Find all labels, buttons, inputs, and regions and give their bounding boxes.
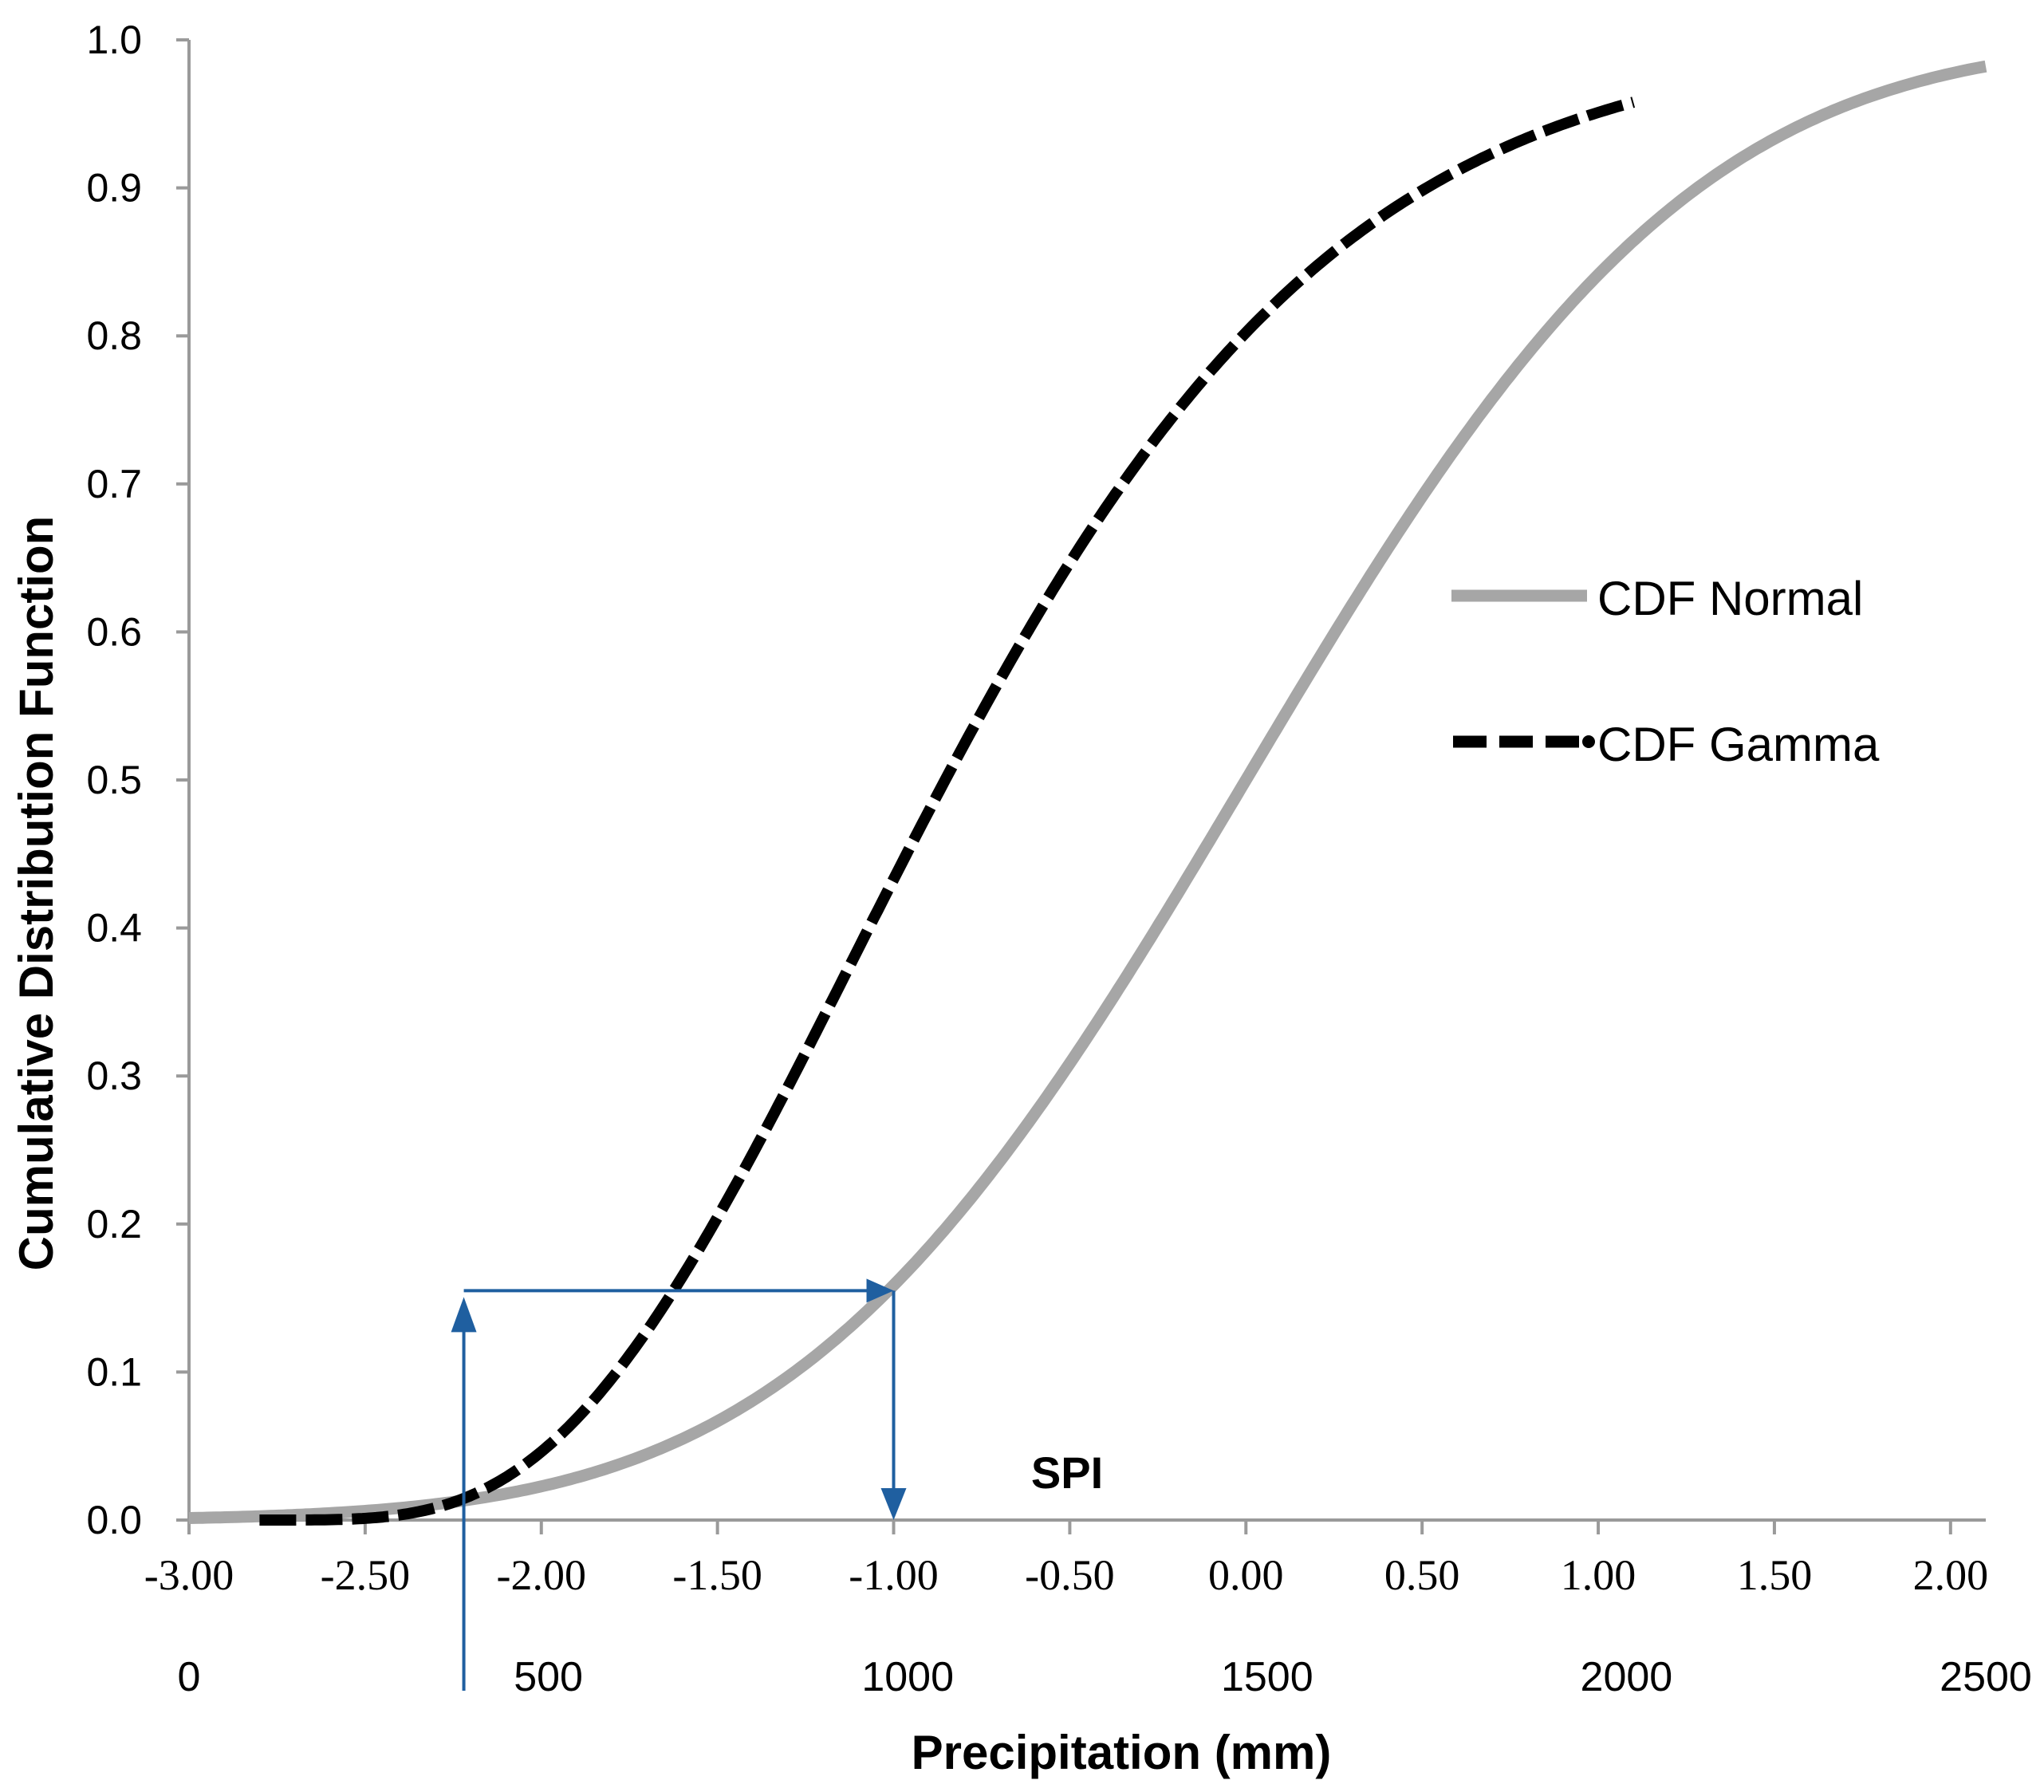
spi-tick-labels: -3.00 -2.50 -2.00 -1.50 -1.00 -0.50 0.00 0.50 1.… (144, 1551, 1988, 1599)
y-tick-label: 1.0 (86, 18, 142, 62)
precip-tick-label: 1500 (1221, 1654, 1313, 1700)
precipitation-tick-labels: 0 500 1000 1500 2000 2500 (178, 1654, 2032, 1700)
y-tick-label: 0.3 (86, 1054, 142, 1098)
spi-tick-label: 0.50 (1384, 1551, 1460, 1599)
spi-tick-label: -1.00 (849, 1551, 938, 1599)
arrowhead-down (880, 1488, 907, 1520)
precip-tick-label: 1000 (861, 1654, 954, 1700)
y-axis-title: Cumulative Distribution Function (10, 516, 63, 1271)
legend-normal-label: CDF Normal (1597, 572, 1863, 625)
spi-tick-label: 1.50 (1737, 1551, 1813, 1599)
precip-tick-label: 500 (514, 1654, 583, 1700)
y-tick-label: 0.5 (86, 758, 142, 802)
y-tick-label: 0.8 (86, 313, 142, 358)
y-tick-label: 0.1 (86, 1349, 142, 1394)
spi-annotation-label: SPI (1031, 1447, 1103, 1498)
arrowhead-right (866, 1278, 894, 1303)
spi-tick-label: -2.00 (497, 1551, 586, 1599)
spi-tick-label: 0.00 (1208, 1551, 1284, 1599)
legend-gamma-marker (1582, 735, 1595, 748)
y-tick-label: 0.4 (86, 906, 142, 951)
y-tick-label: 0.6 (86, 609, 142, 654)
spi-tick-label: -0.50 (1025, 1551, 1114, 1599)
precip-tick-label: 0 (178, 1654, 201, 1700)
spi-mapping-annotation (451, 1278, 907, 1691)
cdf-normal-series-line (187, 60, 1987, 1524)
legend-gamma-label: CDF Gamma (1597, 718, 1880, 771)
spi-tick-label: -1.50 (672, 1551, 762, 1599)
cdf-gamma-series-line (257, 96, 1636, 1526)
y-tick-label: 0.7 (86, 462, 142, 506)
axes (176, 38, 1986, 1534)
precip-tick-label: 2000 (1581, 1654, 1673, 1700)
x-axis-title: Precipitation (mm) (912, 1726, 1332, 1779)
arrowhead-up (451, 1297, 477, 1333)
spi-tick-label: 1.00 (1561, 1551, 1636, 1599)
y-tick-labels: 0.0 0.1 0.2 0.3 0.4 0.5 0.6 0.7 0.8 0.9 1.0 (86, 18, 142, 1542)
precip-tick-label: 2500 (1940, 1654, 2032, 1700)
y-tick-label: 0.9 (86, 166, 142, 211)
spi-tick-label: 2.00 (1913, 1551, 1989, 1599)
spi-tick-label: -3.00 (144, 1551, 234, 1599)
y-tick-label: 0.2 (86, 1202, 142, 1247)
y-tick-label: 0.0 (86, 1498, 142, 1542)
spi-tick-label: -2.50 (321, 1551, 410, 1599)
legend: CDF Normal CDF Gamma (1451, 572, 1880, 771)
